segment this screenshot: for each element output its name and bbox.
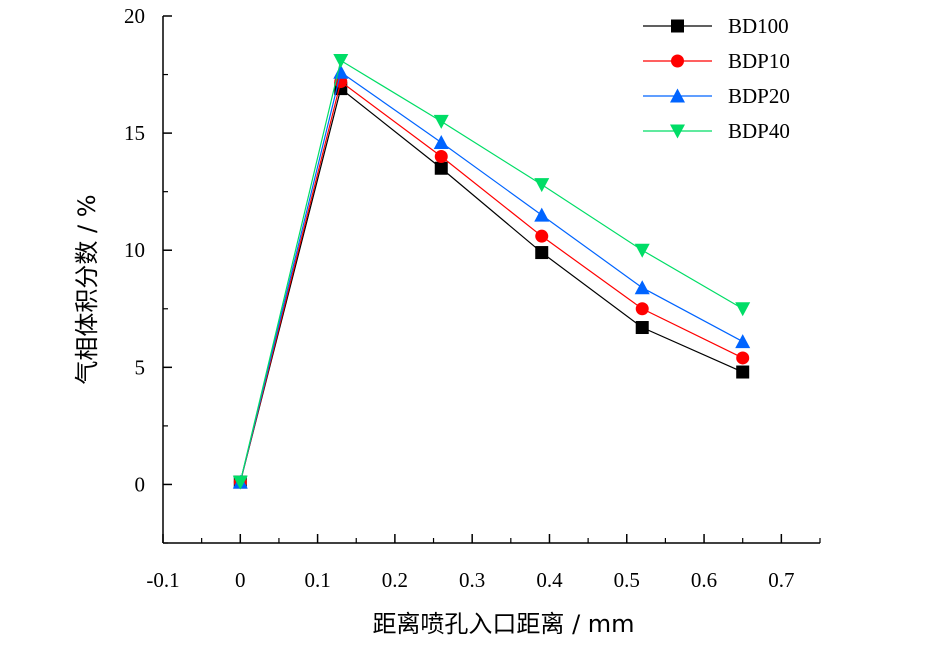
legend-label: BDP40 (728, 119, 790, 143)
axes: 0 5 10 15 20 -0.1 0 0.1 0.2 0.3 0.4 0.5 0.6 0.7 (124, 4, 821, 592)
data-point (433, 134, 449, 149)
data-point (736, 365, 750, 379)
legend: BD100 BDP10 BDP20 BDP40 (643, 14, 790, 143)
x-tick-label: 0.2 (382, 568, 408, 592)
data-point (735, 334, 751, 349)
legend-marker (671, 19, 684, 33)
y-tick-label: 5 (135, 355, 146, 379)
y-tick-label: 20 (124, 4, 145, 28)
x-tick-label: 0.1 (304, 568, 330, 592)
x-tick-label: 0.7 (768, 568, 794, 592)
legend-marker (670, 124, 685, 139)
series-bdp10 (233, 75, 750, 489)
legend-item-bd100: BD100 (643, 14, 789, 38)
x-tick-label: -0.1 (146, 568, 179, 592)
x-tick-label: 0 (235, 568, 246, 592)
legend-item-bdp10: BDP10 (643, 49, 790, 73)
x-tick-label: 0.4 (536, 568, 563, 592)
data-point (434, 150, 448, 164)
data-point (535, 229, 549, 243)
y-tick-label: 15 (124, 121, 145, 145)
data-point (635, 321, 649, 335)
data-point (634, 243, 650, 258)
data-point (232, 475, 248, 490)
series-line (239, 71, 743, 483)
data-point (735, 302, 751, 317)
y-tick-label: 0 (135, 472, 146, 496)
x-tick-label: 0.3 (459, 568, 485, 592)
series-line (239, 59, 744, 483)
legend-item-bdp40: BDP40 (643, 119, 790, 143)
data-point (534, 207, 550, 222)
series-layer (232, 54, 751, 490)
legend-marker (670, 88, 685, 103)
x-axis-title: 距离喷孔入口距离 / mm (372, 610, 634, 638)
data-point (635, 302, 649, 316)
data-point (634, 280, 650, 295)
series-line (239, 87, 743, 483)
series-bd100 (233, 82, 750, 489)
legend-item-bdp20: BDP20 (643, 84, 790, 108)
data-point (736, 351, 750, 365)
legend-label: BDP10 (728, 49, 790, 73)
legend-label: BDP20 (728, 84, 790, 108)
series-bdp40 (232, 54, 751, 490)
data-point (333, 54, 349, 69)
series-line (239, 80, 743, 483)
x-tick-label: 0.6 (691, 568, 717, 592)
y-axis-title: 气相体积分数 / % (73, 194, 101, 384)
legend-marker (671, 54, 684, 68)
x-tick-label: 0.5 (614, 568, 640, 592)
data-point (433, 114, 449, 129)
legend-label: BD100 (728, 14, 789, 38)
data-point (434, 161, 448, 175)
y-tick-label: 10 (124, 238, 145, 262)
data-point (535, 246, 549, 260)
data-point (534, 178, 550, 193)
